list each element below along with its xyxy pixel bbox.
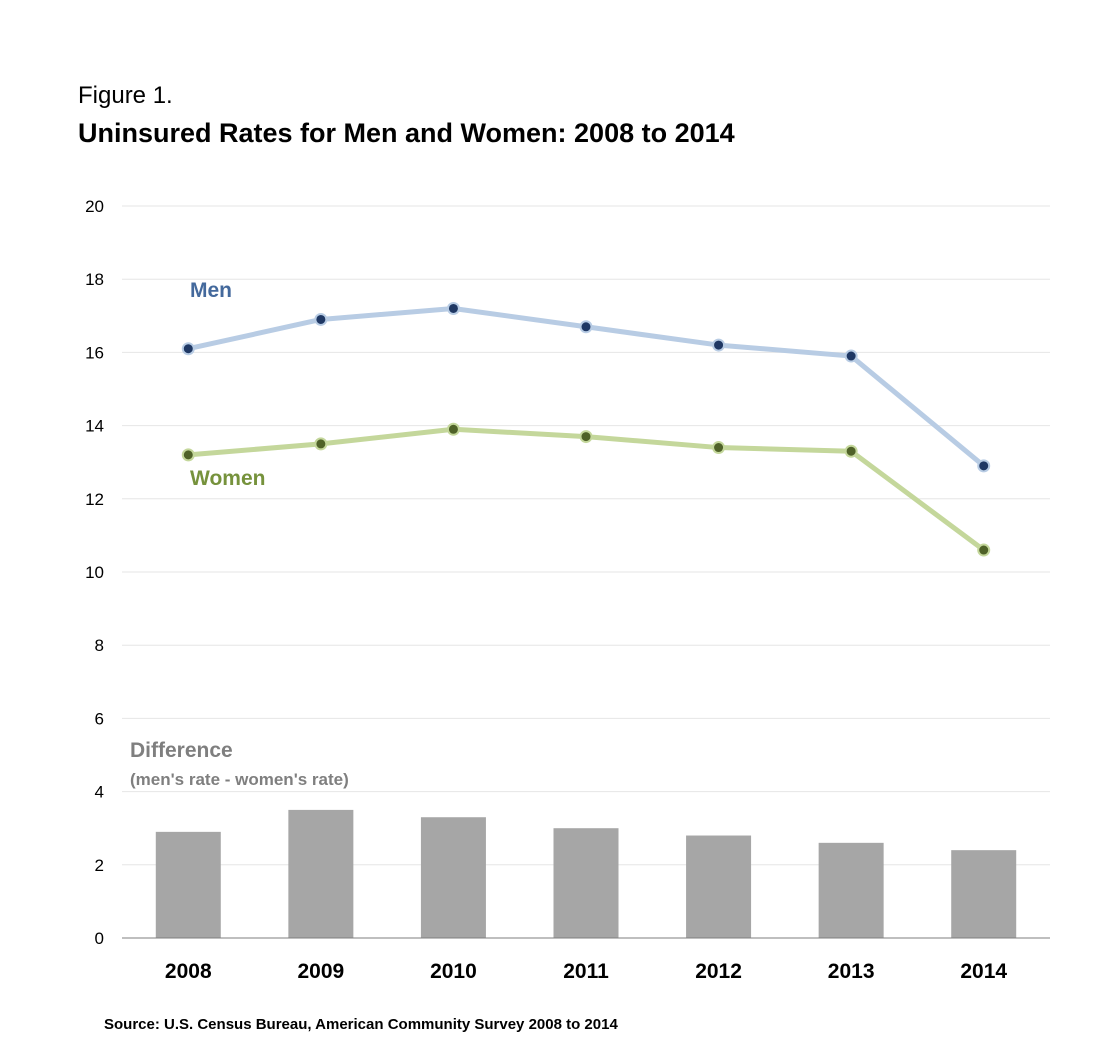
source-note: Source: U.S. Census Bureau, American Com…	[104, 1016, 618, 1033]
x-tick-label-2012: 2012	[695, 960, 742, 983]
line-markers	[181, 301, 991, 557]
point-men-2009	[314, 312, 328, 326]
point-women-2008	[181, 448, 195, 462]
y-tick-label-20: 20	[85, 197, 104, 216]
y-tick-label-2: 2	[95, 856, 104, 875]
point-women-2011	[579, 430, 593, 444]
y-tick-label-14: 14	[85, 417, 104, 436]
y-tick-label-6: 6	[95, 709, 104, 728]
y-tick-label-16: 16	[85, 343, 104, 362]
point-men-2012	[712, 338, 726, 352]
bar-difference-2009	[288, 809, 354, 938]
x-tick-label-2010: 2010	[430, 960, 477, 983]
x-tick-label-2008: 2008	[165, 960, 212, 983]
point-women-2010	[446, 422, 460, 436]
point-women-2014	[977, 543, 991, 557]
y-tick-label-0: 0	[95, 929, 104, 948]
grid-lines	[122, 205, 1050, 866]
bar-difference-2013	[818, 842, 884, 938]
line-series	[185, 305, 987, 553]
difference-bars	[155, 809, 1017, 938]
point-women-2009	[314, 437, 328, 451]
x-tick-label-2013: 2013	[828, 960, 875, 983]
bar-difference-2012	[686, 835, 752, 938]
chart-title: Uninsured Rates for Men and Women: 2008 …	[78, 118, 735, 148]
line-women	[185, 426, 987, 553]
point-women-2013	[844, 444, 858, 458]
point-women-2012	[712, 441, 726, 455]
point-men-2013	[844, 349, 858, 363]
bar-difference-2014	[951, 850, 1017, 938]
difference-label: Difference	[130, 739, 233, 762]
difference-sublabel: (men's rate - women's rate)	[130, 770, 349, 789]
x-tick-label-2009: 2009	[297, 960, 344, 983]
bar-difference-2008	[155, 831, 221, 938]
point-men-2014	[977, 459, 991, 473]
point-men-2008	[181, 342, 195, 356]
point-men-2010	[446, 301, 460, 315]
point-men-2011	[579, 320, 593, 334]
figure-label: Figure 1.	[78, 82, 173, 109]
y-tick-label-8: 8	[95, 636, 104, 655]
y-axis-tick-labels: 0 2 4 6 8 10 12 14 16 18 20	[85, 197, 104, 948]
series-label-women: Women	[190, 467, 265, 490]
series-label-men: Men	[190, 279, 232, 302]
y-tick-label-12: 12	[85, 490, 104, 509]
y-tick-label-4: 4	[95, 783, 104, 802]
x-axis-category-labels: 2008 2009 2010 2011 2012 2013 2014	[165, 960, 1007, 983]
y-tick-label-18: 18	[85, 270, 104, 289]
y-tick-label-10: 10	[85, 563, 104, 582]
x-tick-label-2011: 2011	[563, 960, 609, 983]
x-tick-label-2014: 2014	[960, 960, 1007, 983]
bar-difference-2010	[420, 817, 486, 938]
bar-difference-2011	[553, 828, 619, 938]
